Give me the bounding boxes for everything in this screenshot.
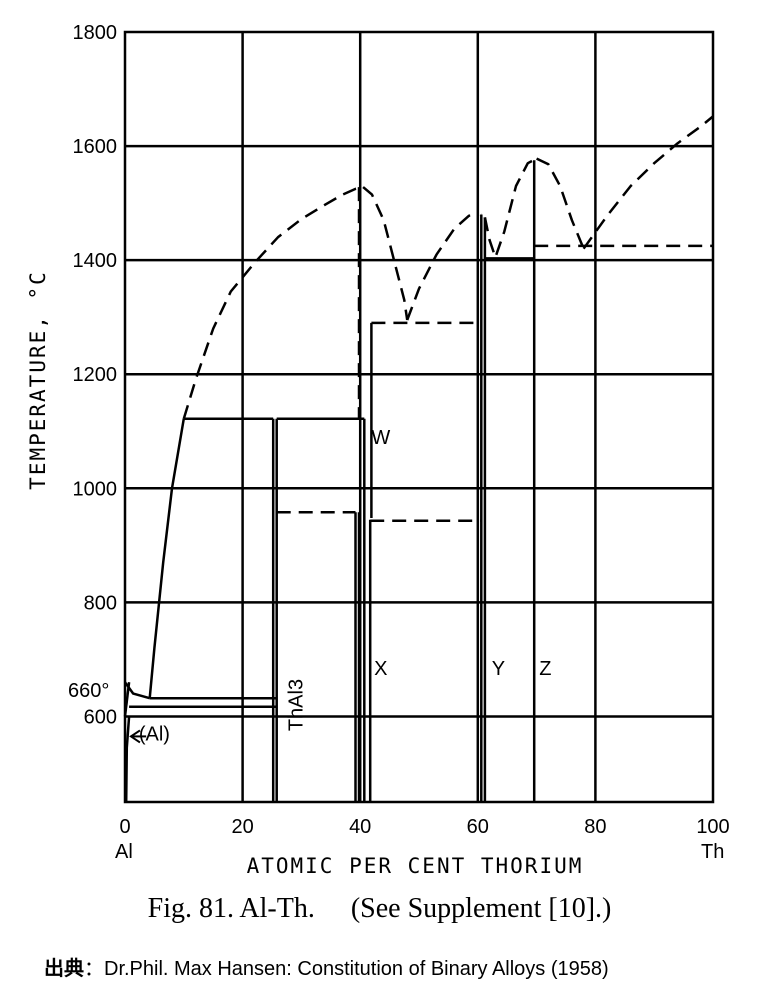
y-tick-label: 1000 [73,478,118,500]
tick-labels: 0 20 40 60 80 100 600 800 1000 1200 1400 1600 1800 [73,22,730,838]
plot-frame [123,30,715,804]
solid-boundary [148,418,186,699]
dashed-boundary [483,157,538,259]
x-tick-label: 20 [231,816,253,838]
phase-boundaries [123,115,714,803]
dashed-boundary [406,213,480,321]
grid [123,30,715,804]
dashed-boundary [582,115,714,250]
y-axis-label: TEMPERATURE, °C [26,270,50,490]
melting-point-label: 660° [68,680,109,702]
phase-label: ThAl3 [286,679,308,731]
x-right-end-label: Th [701,841,724,863]
phase-label: Z [539,658,551,680]
phase-label: (Al) [139,724,170,746]
phase-label: W [371,427,390,449]
source-separator: ： [84,958,104,980]
dashed-boundary [362,186,409,321]
figure-caption: Fig. 81. Al-Th. (See Supplement [10].) [0,893,759,925]
dashed-boundary [182,185,364,420]
y-tick-label: 600 [84,706,117,728]
x-tick-label: 100 [696,816,729,838]
x-tick-label: 60 [467,816,489,838]
x-tick-label: 80 [584,816,606,838]
source-credit: 出典：Dr.Phil. Max Hansen: Constitution of … [44,952,609,981]
solid-boundary [124,716,131,803]
figure-number: Fig. 81. Al-Th. [147,893,315,924]
phase-label: Y [492,658,505,680]
phase-label: X [374,658,387,680]
y-tick-label: 1200 [73,364,118,386]
y-tick-label: 1800 [73,22,118,44]
source-text: Dr.Phil. Max Hansen: Constitution of Bin… [104,958,609,980]
x-tick-label: 0 [119,816,130,838]
x-axis-label: ATOMIC PER CENT THORIUM [247,854,584,878]
phase-labels: (Al) ThAl3 W X Y Z [129,427,552,746]
solid-boundary [123,682,131,717]
y-tick-label: 1400 [73,250,118,272]
x-tick-label: 40 [349,816,371,838]
dashed-boundary [536,157,585,250]
y-tick-label: 800 [84,592,117,614]
al-arrowhead [129,729,141,744]
y-tick-label: 1600 [73,136,118,158]
x-left-end-label: Al [115,841,133,863]
supplement-note: (See Supplement [10].) [350,893,612,924]
source-label: 出典 [44,956,84,980]
